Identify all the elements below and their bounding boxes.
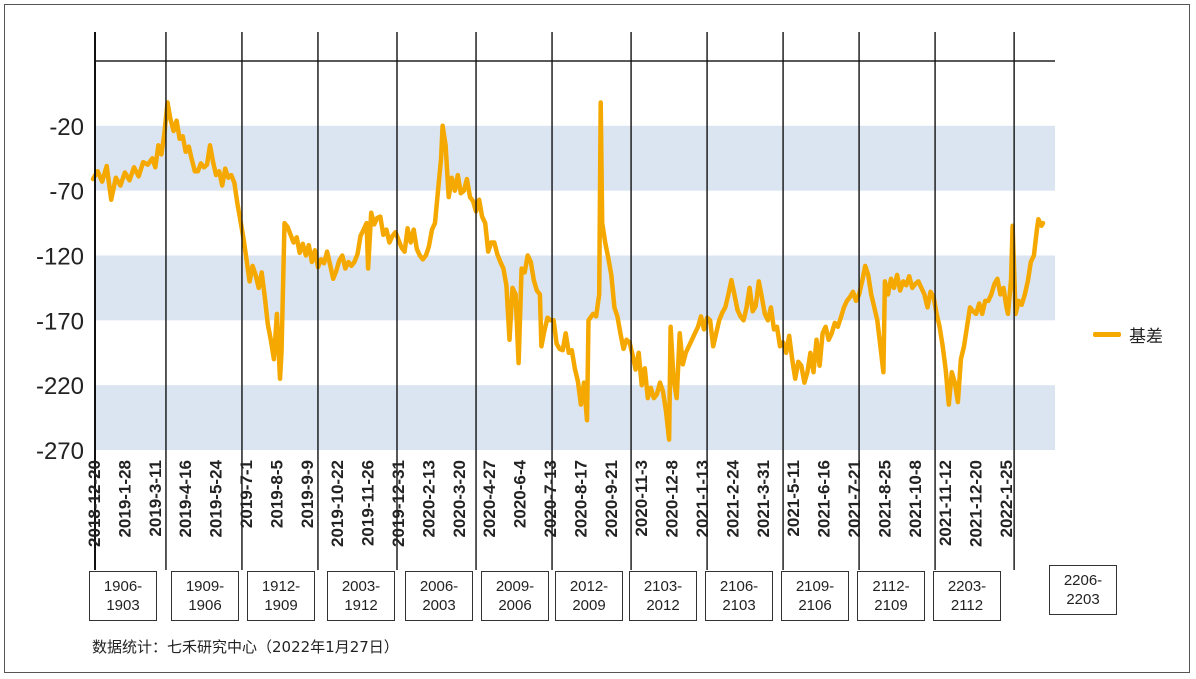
legend: 基差 (1093, 322, 1163, 347)
x-tick-label: 2019-1-28 (115, 460, 134, 538)
contract-label-box: 2103- 2012 (629, 571, 697, 621)
x-tick-label: 2021-3-31 (754, 460, 773, 538)
x-tick-label: 2019-9-9 (298, 460, 317, 528)
x-tick-label: 2020-7-13 (541, 460, 560, 538)
x-tick-label: 2020-2-13 (419, 460, 438, 538)
x-tick-label: 2019-11-26 (359, 460, 378, 546)
x-tick-label: 2020-8-17 (571, 460, 590, 538)
x-tick-label: 2021-8-25 (875, 460, 894, 538)
contract-label-box: 2109- 2106 (781, 571, 849, 621)
legend-label: 基差 (1129, 327, 1163, 347)
contract-label-box: 1912- 1909 (247, 571, 315, 621)
x-tick-label: 2019-7-1 (237, 460, 256, 528)
x-tick-label: 2019-8-5 (267, 460, 286, 528)
x-tick-label: 2019-12-31 (389, 460, 408, 547)
x-tick-label: 2019-10-22 (328, 460, 347, 547)
x-tick-label: 2021-1-13 (693, 460, 712, 538)
contract-label-box: 2206- 2203 (1049, 565, 1117, 615)
y-tick-label: -120 (36, 244, 84, 271)
x-tick-label: 2019-4-16 (176, 460, 195, 538)
x-tick-label: 2022-1-25 (997, 460, 1016, 538)
x-tick-label: 2020-6-4 (511, 459, 530, 528)
contract-label-box: 1906- 1903 (89, 571, 157, 621)
x-tick-label: 2021-11-12 (936, 460, 955, 546)
x-tick-label: 2021-10-8 (906, 460, 925, 538)
band-0 (95, 125, 1055, 191)
y-tick-label: -220 (36, 373, 84, 400)
x-tick-label: 2021-7-21 (845, 460, 864, 538)
x-tick-label: 2021-5-11 (784, 460, 803, 537)
band-2 (95, 385, 1055, 450)
contract-label-box: 1909- 1906 (171, 571, 239, 621)
y-tick-label: -270 (36, 438, 84, 465)
source-note: 数据统计：七禾研究中心（2022年1月27日） (92, 638, 399, 656)
legend-swatch (1093, 332, 1121, 337)
series-line-basis (90, 100, 1046, 442)
x-tick-label: 2019-5-24 (207, 459, 226, 537)
contract-label-box: 2009- 2006 (481, 571, 549, 621)
contract-label-box: 2003- 1912 (327, 571, 395, 621)
x-tick-label: 2021-6-16 (815, 460, 834, 538)
contract-label-box: 2106- 2103 (705, 571, 773, 621)
x-tick-label: 2018-12-20 (85, 460, 104, 547)
contract-label-box: 2203- 2112 (933, 571, 1001, 621)
x-tick-label: 2021-2-24 (723, 459, 742, 537)
y-tick-label: -170 (36, 308, 84, 335)
chart-frame (4, 4, 1190, 673)
y-tick-label: -20 (49, 114, 84, 141)
x-tick-label: 2020-12-8 (663, 460, 682, 538)
y-tick-label: -70 (49, 179, 84, 206)
x-tick-label: 2020-11-3 (632, 460, 651, 537)
x-tick-label: 2019-3-11 (146, 460, 165, 537)
x-tick-label: 2020-4-27 (480, 460, 499, 538)
x-tick-label: 2021-12-20 (967, 460, 986, 547)
contract-label-box: 2112- 2109 (857, 571, 925, 621)
x-tick-label: 2020-3-20 (450, 460, 469, 538)
contract-label-box: 2012- 2009 (555, 571, 623, 621)
x-tick-label: 2020-9-21 (602, 460, 621, 538)
contract-label-box: 2006- 2003 (405, 571, 473, 621)
